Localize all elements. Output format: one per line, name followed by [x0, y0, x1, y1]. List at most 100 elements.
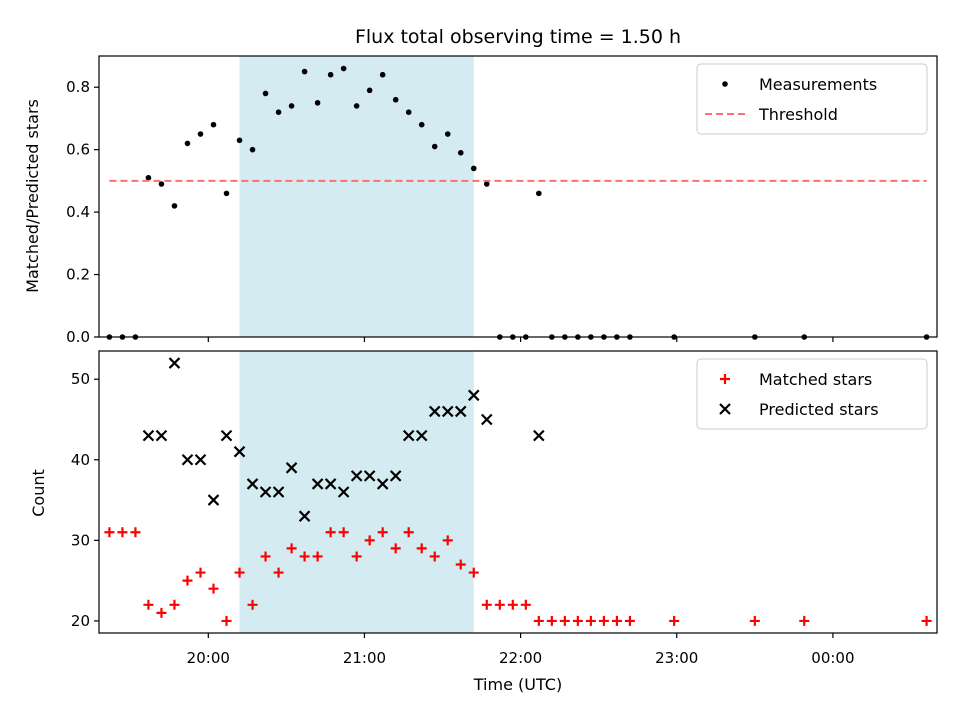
matched-star-point	[156, 607, 167, 618]
predicted-star-point	[272, 486, 285, 498]
chart-title: Flux total observing time = 1.50 h	[355, 26, 681, 48]
measurement-point	[184, 140, 191, 147]
predicted-star-point	[220, 429, 233, 442]
matched-star-point	[624, 615, 635, 626]
predicted-star-point	[441, 405, 454, 418]
predicted-star-point	[415, 429, 428, 442]
matched-star-point	[221, 615, 232, 626]
matched-star-point	[455, 559, 466, 570]
measurement-point	[262, 90, 269, 97]
matched-star-point	[234, 567, 245, 578]
matched-star-point	[286, 543, 297, 554]
predicted-star-point	[350, 470, 363, 482]
measurement-point	[145, 174, 152, 181]
matched-star-point	[429, 551, 440, 562]
x-tick-label: 00:00	[811, 649, 854, 667]
matched-star-point	[325, 527, 336, 538]
matched-star-point	[585, 615, 596, 626]
measurement-point	[366, 87, 373, 94]
predicted-star-point	[194, 453, 207, 466]
measurement-point	[119, 334, 126, 340]
measurement-point	[575, 334, 581, 340]
measurement-point	[106, 334, 113, 340]
predicted-star-point	[311, 478, 324, 490]
predicted-star-point	[533, 429, 545, 442]
matched-star-point	[182, 575, 193, 586]
matched-star-point	[494, 599, 505, 610]
predicted-star-point	[285, 462, 298, 474]
matched-star-point	[749, 615, 760, 626]
measurement-point	[301, 68, 308, 75]
y-tick-label: 30	[71, 531, 90, 549]
legend-measurement-swatch	[722, 81, 728, 87]
x-tick-label: 23:00	[655, 649, 698, 667]
matched-star-point	[481, 599, 492, 610]
bottom-y-axis-label: Count	[29, 469, 48, 517]
measurement-point	[405, 109, 412, 115]
legend: Measurements Threshold	[696, 63, 928, 135]
axes-frame	[98, 55, 938, 338]
y-tick-label: 0.0	[66, 328, 90, 346]
matched-star-point	[169, 599, 180, 610]
measurement-point	[275, 109, 282, 115]
matched-star-point	[312, 551, 323, 562]
measurement-point	[288, 103, 295, 109]
matched-star-point	[260, 551, 271, 562]
measurement-point	[353, 103, 360, 109]
measurement-point	[523, 334, 529, 340]
matched-star-point	[799, 615, 810, 626]
observing-interval-shading	[239, 351, 474, 633]
matched-star-point	[507, 599, 518, 610]
measurement-point	[327, 71, 334, 78]
predicted-star-point	[324, 478, 337, 490]
measurement-point	[314, 100, 321, 106]
predicted-star-point	[168, 357, 181, 369]
legend-matched-swatch	[720, 374, 730, 384]
measurement-point	[470, 165, 477, 172]
measurement-point	[249, 146, 256, 153]
predicted-star-point	[181, 453, 194, 466]
x-tick-label: 22:00	[499, 649, 542, 667]
predicted-star-point	[428, 405, 441, 418]
matched-star-point	[416, 543, 427, 554]
measurement-point	[132, 334, 139, 340]
matched-star-point	[533, 615, 544, 626]
legend-label: Measurements	[759, 75, 877, 94]
predicted-star-point	[259, 486, 272, 498]
matched-star-point	[338, 527, 349, 538]
matched-star-point	[468, 567, 479, 578]
legend-label: Matched stars	[759, 370, 872, 389]
measurement-point	[379, 71, 386, 78]
measurement-point	[627, 334, 633, 340]
matched-star-point	[143, 599, 154, 610]
measurement-point	[536, 190, 542, 197]
matched-star-point	[520, 599, 531, 610]
legend-box	[696, 63, 928, 135]
matched-star-point	[921, 615, 932, 626]
predicted-star-point	[142, 429, 155, 442]
measurement-point	[496, 334, 503, 340]
measurement-point	[340, 65, 347, 72]
x-tick-label: 20:00	[187, 649, 230, 667]
matched-star-point	[351, 551, 362, 562]
matched-star-point	[403, 527, 414, 538]
matched-star-point	[572, 615, 583, 626]
measurement-point	[392, 96, 399, 103]
x-tick-label: 21:00	[343, 649, 386, 667]
measurement-point	[236, 137, 243, 144]
y-tick-label: 0.6	[66, 141, 90, 159]
measurement-point	[923, 334, 930, 340]
top-panel: Flux total observing time = 1.50 h Match…	[23, 26, 938, 346]
predicted-star-point	[233, 445, 246, 458]
measurement-point	[614, 334, 620, 340]
predicted-star-point	[467, 389, 480, 402]
matched-star-point	[208, 583, 219, 594]
predicted-star-point	[207, 494, 220, 506]
predicted-star-point	[454, 405, 467, 418]
measurement-point	[457, 149, 464, 156]
predicted-star-point	[363, 470, 376, 482]
measurement-point	[210, 121, 217, 128]
matched-star-point	[390, 543, 401, 554]
predicted-star-point	[155, 429, 168, 442]
